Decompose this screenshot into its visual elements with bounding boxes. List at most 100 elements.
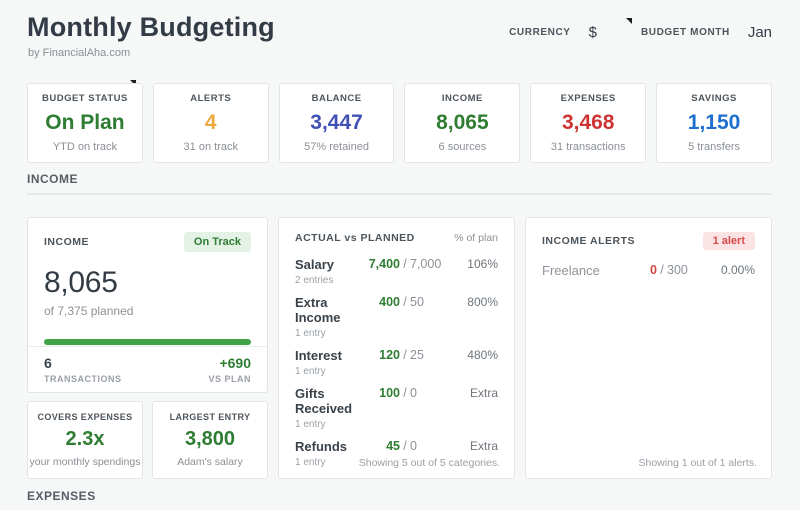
stat-card-budget-status: BUDGET STATUS On Plan YTD on track bbox=[27, 83, 143, 163]
stat-label: INCOME bbox=[441, 93, 483, 104]
stat-value: 4 bbox=[204, 111, 217, 134]
covers-expenses-card: COVERS EXPENSES 2.3x your monthly spendi… bbox=[27, 401, 143, 479]
category-name: Salary bbox=[295, 257, 335, 272]
category-actual: 100 bbox=[379, 386, 400, 400]
stat-sub: 31 transactions bbox=[550, 141, 626, 153]
category-name: Extra Income bbox=[295, 295, 341, 325]
category-entries: 2 entries bbox=[295, 275, 334, 286]
income-alerts-title: INCOME ALERTS bbox=[542, 235, 636, 247]
header-controls: CURRENCY $ BUDGET MONTH Jan bbox=[509, 24, 772, 41]
category-row-gifts-received: Gifts Received 1 entry 100 / 0 Extra bbox=[295, 386, 498, 430]
category-planned: 0 bbox=[410, 386, 417, 400]
stat-sub: 57% retained bbox=[304, 141, 369, 153]
summary-stats-row: BUDGET STATUS On Plan YTD on track ALERT… bbox=[27, 83, 772, 163]
value-separator: / bbox=[403, 348, 407, 362]
category-name: Gifts Received bbox=[295, 386, 353, 416]
page-title: Monthly Budgeting bbox=[27, 12, 275, 42]
transactions-value: 6 bbox=[44, 355, 52, 371]
category-row-interest: Interest 1 entry 120 / 25 480% bbox=[295, 348, 498, 377]
value-separator: / bbox=[403, 295, 407, 309]
category-percent: 800% bbox=[467, 295, 498, 309]
alert-percent: 0.00% bbox=[720, 263, 755, 277]
stat-sub: 6 sources bbox=[438, 141, 487, 153]
category-actual: 120 bbox=[379, 348, 400, 362]
income-section-grid: INCOME On Track 8,065 of 7,375 planned 6… bbox=[27, 217, 772, 479]
vs-plan-label: VS PLAN bbox=[208, 374, 251, 384]
alert-planned: 300 bbox=[667, 263, 688, 277]
categories-footer: Showing 5 out of 5 categories. bbox=[358, 457, 500, 469]
value-separator: / bbox=[660, 263, 664, 277]
percent-of-plan-header: % of plan bbox=[454, 232, 498, 244]
mini-card-sub: your monthly spendings bbox=[29, 456, 141, 468]
income-planned-sub: of 7,375 planned bbox=[44, 304, 134, 318]
category-planned: 50 bbox=[410, 295, 424, 309]
stat-label: ALERTS bbox=[190, 93, 232, 104]
value-separator: / bbox=[403, 439, 407, 453]
mini-card-label: LARGEST ENTRY bbox=[169, 412, 251, 422]
value-separator: / bbox=[403, 386, 407, 400]
stat-value: 3,468 bbox=[561, 111, 615, 134]
stat-label: BALANCE bbox=[311, 93, 362, 104]
cursor-artifact bbox=[626, 18, 632, 24]
income-alerts-panel: INCOME ALERTS 1 alert Freelance 0 / 300 … bbox=[525, 217, 772, 479]
category-percent: Extra bbox=[469, 386, 498, 400]
largest-entry-card: LARGEST ENTRY 3,800 Adam's salary bbox=[152, 401, 268, 479]
category-entries: 1 entry bbox=[295, 419, 326, 430]
category-actual: 400 bbox=[379, 295, 400, 309]
alert-row-freelance: Freelance 0 / 300 0.00% bbox=[542, 263, 755, 278]
alerts-footer: Showing 1 out of 1 alerts. bbox=[638, 457, 758, 469]
value-separator: / bbox=[403, 257, 407, 271]
page-subtitle: by FinancialAha.com bbox=[28, 47, 131, 59]
category-row-salary: Salary 2 entries 7,400 / 7,000 106% bbox=[295, 257, 498, 286]
stat-value: 3,447 bbox=[310, 111, 363, 134]
stat-card-savings: SAVINGS 1,150 5 transfers bbox=[656, 83, 772, 163]
transactions-stat: 6 TRANSACTIONS bbox=[44, 355, 122, 384]
currency-label: CURRENCY bbox=[509, 27, 571, 38]
stat-sub: YTD on track bbox=[52, 141, 117, 153]
income-progress-bar bbox=[44, 339, 251, 345]
transactions-label: TRANSACTIONS bbox=[44, 374, 122, 384]
stat-sub: 31 on track bbox=[183, 141, 238, 153]
stat-label: BUDGET STATUS bbox=[41, 93, 128, 104]
stat-sub: 5 transfers bbox=[688, 141, 741, 153]
category-percent: 480% bbox=[467, 348, 498, 362]
vs-plan-value: +690 bbox=[219, 355, 251, 371]
on-track-badge: On Track bbox=[183, 232, 251, 252]
mini-card-sub: Adam's salary bbox=[177, 456, 243, 468]
income-card-label: INCOME bbox=[44, 236, 89, 248]
category-planned: 0 bbox=[410, 439, 417, 453]
category-entries: 1 entry bbox=[295, 328, 326, 339]
category-row-refunds: Refunds 1 entry 45 / 0 Extra bbox=[295, 439, 498, 468]
stat-value: On Plan bbox=[45, 111, 125, 134]
category-actual: 7,400 bbox=[368, 257, 400, 271]
mini-card-value: 3,800 bbox=[184, 428, 236, 450]
vs-plan-stat: +690 VS PLAN bbox=[208, 355, 251, 384]
category-name: Interest bbox=[295, 348, 342, 363]
expenses-section-header: EXPENSES bbox=[27, 489, 96, 503]
actual-vs-planned-panel: ACTUAL vs PLANNED % of plan Salary 2 ent… bbox=[278, 217, 515, 479]
alert-actual: 0 bbox=[650, 263, 657, 277]
currency-selector[interactable]: $ bbox=[588, 24, 597, 41]
income-summary-card: INCOME On Track 8,065 of 7,375 planned 6… bbox=[27, 217, 268, 393]
actual-vs-planned-title: ACTUAL vs PLANNED bbox=[295, 232, 415, 244]
budget-month-label: BUDGET MONTH bbox=[640, 27, 730, 38]
alert-name: Freelance bbox=[542, 263, 600, 278]
stat-card-expenses: EXPENSES 3,468 31 transactions bbox=[530, 83, 647, 163]
stat-value: 1,150 bbox=[687, 111, 741, 134]
budget-month-selector[interactable]: Jan bbox=[747, 24, 772, 41]
category-planned: 25 bbox=[410, 348, 424, 362]
income-total-value: 8,065 bbox=[44, 266, 118, 299]
stat-label: SAVINGS bbox=[691, 93, 737, 104]
stat-value: 8,065 bbox=[436, 111, 489, 134]
income-section-header: INCOME bbox=[27, 172, 772, 195]
income-left-column: INCOME On Track 8,065 of 7,375 planned 6… bbox=[27, 217, 268, 479]
category-percent: Extra bbox=[469, 439, 498, 453]
stat-card-balance: BALANCE 3,447 57% retained bbox=[278, 83, 395, 163]
category-entries: 1 entry bbox=[295, 457, 326, 468]
mini-card-label: COVERS EXPENSES bbox=[37, 412, 133, 422]
category-planned: 7,000 bbox=[410, 257, 442, 271]
category-entries: 1 entry bbox=[295, 366, 326, 377]
alert-count-badge: 1 alert bbox=[702, 232, 755, 250]
category-actual: 45 bbox=[386, 439, 400, 453]
